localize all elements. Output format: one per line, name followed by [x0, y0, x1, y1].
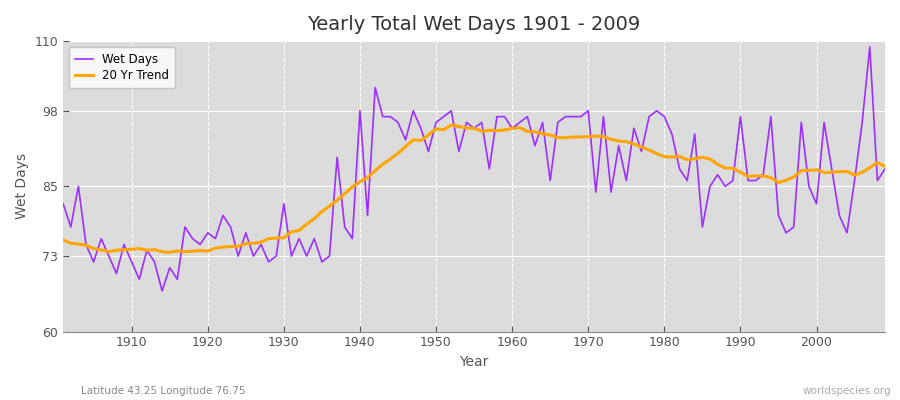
Wet Days: [293, 236, 304, 241]
20 Yr Trend: [58, 237, 68, 242]
Wet Days: [606, 190, 616, 194]
Text: Latitude 43.25 Longitude 76.75: Latitude 43.25 Longitude 76.75: [81, 386, 246, 396]
20 Yr Trend: [165, 250, 176, 255]
20 Yr Trend: [293, 228, 304, 233]
20 Yr Trend: [119, 247, 130, 252]
Wet Days: [514, 120, 525, 125]
20 Yr Trend: [446, 123, 456, 128]
Wet Days: [339, 225, 350, 230]
Wet Days: [58, 201, 68, 206]
Y-axis label: Wet Days: Wet Days: [15, 153, 29, 220]
20 Yr Trend: [339, 191, 350, 196]
Line: Wet Days: Wet Days: [63, 47, 885, 291]
20 Yr Trend: [522, 129, 533, 134]
Text: worldspecies.org: worldspecies.org: [803, 386, 891, 396]
Wet Days: [879, 166, 890, 171]
20 Yr Trend: [514, 125, 525, 130]
Line: 20 Yr Trend: 20 Yr Trend: [63, 125, 885, 252]
Wet Days: [119, 242, 130, 247]
Wet Days: [864, 44, 875, 49]
X-axis label: Year: Year: [459, 355, 489, 369]
Wet Days: [507, 126, 517, 131]
20 Yr Trend: [613, 139, 624, 144]
Title: Yearly Total Wet Days 1901 - 2009: Yearly Total Wet Days 1901 - 2009: [308, 15, 641, 34]
Wet Days: [157, 288, 167, 293]
20 Yr Trend: [879, 164, 890, 169]
Legend: Wet Days, 20 Yr Trend: Wet Days, 20 Yr Trend: [69, 47, 175, 88]
